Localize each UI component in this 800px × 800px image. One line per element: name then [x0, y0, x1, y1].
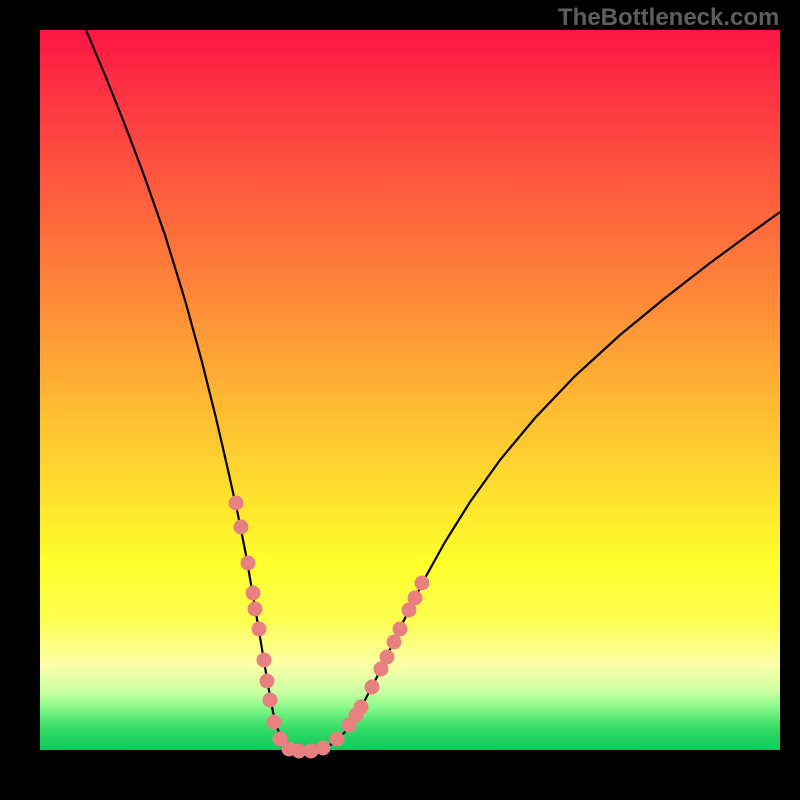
curve-marker: [246, 586, 261, 601]
curve-markers: [229, 496, 430, 759]
curve-marker: [260, 674, 275, 689]
curve-marker: [267, 715, 282, 730]
curve-marker: [415, 576, 430, 591]
curve-marker: [393, 622, 408, 637]
curve-marker: [330, 732, 345, 747]
curve-marker: [365, 680, 380, 695]
curve-marker: [248, 602, 263, 617]
curve-marker: [380, 650, 395, 665]
chart-canvas: TheBottleneck.com: [0, 0, 800, 800]
curve-marker: [234, 520, 249, 535]
curve-marker: [316, 741, 331, 756]
curve-marker: [387, 635, 402, 650]
chart-overlay: [0, 0, 800, 800]
watermark-text: TheBottleneck.com: [558, 4, 779, 32]
curve-marker: [408, 591, 423, 606]
curve-marker: [354, 700, 369, 715]
curve-marker: [241, 556, 256, 571]
bottleneck-curve: [86, 30, 780, 751]
curve-marker: [229, 496, 244, 511]
curve-marker: [257, 653, 272, 668]
curve-marker: [263, 693, 278, 708]
curve-marker: [252, 622, 267, 637]
